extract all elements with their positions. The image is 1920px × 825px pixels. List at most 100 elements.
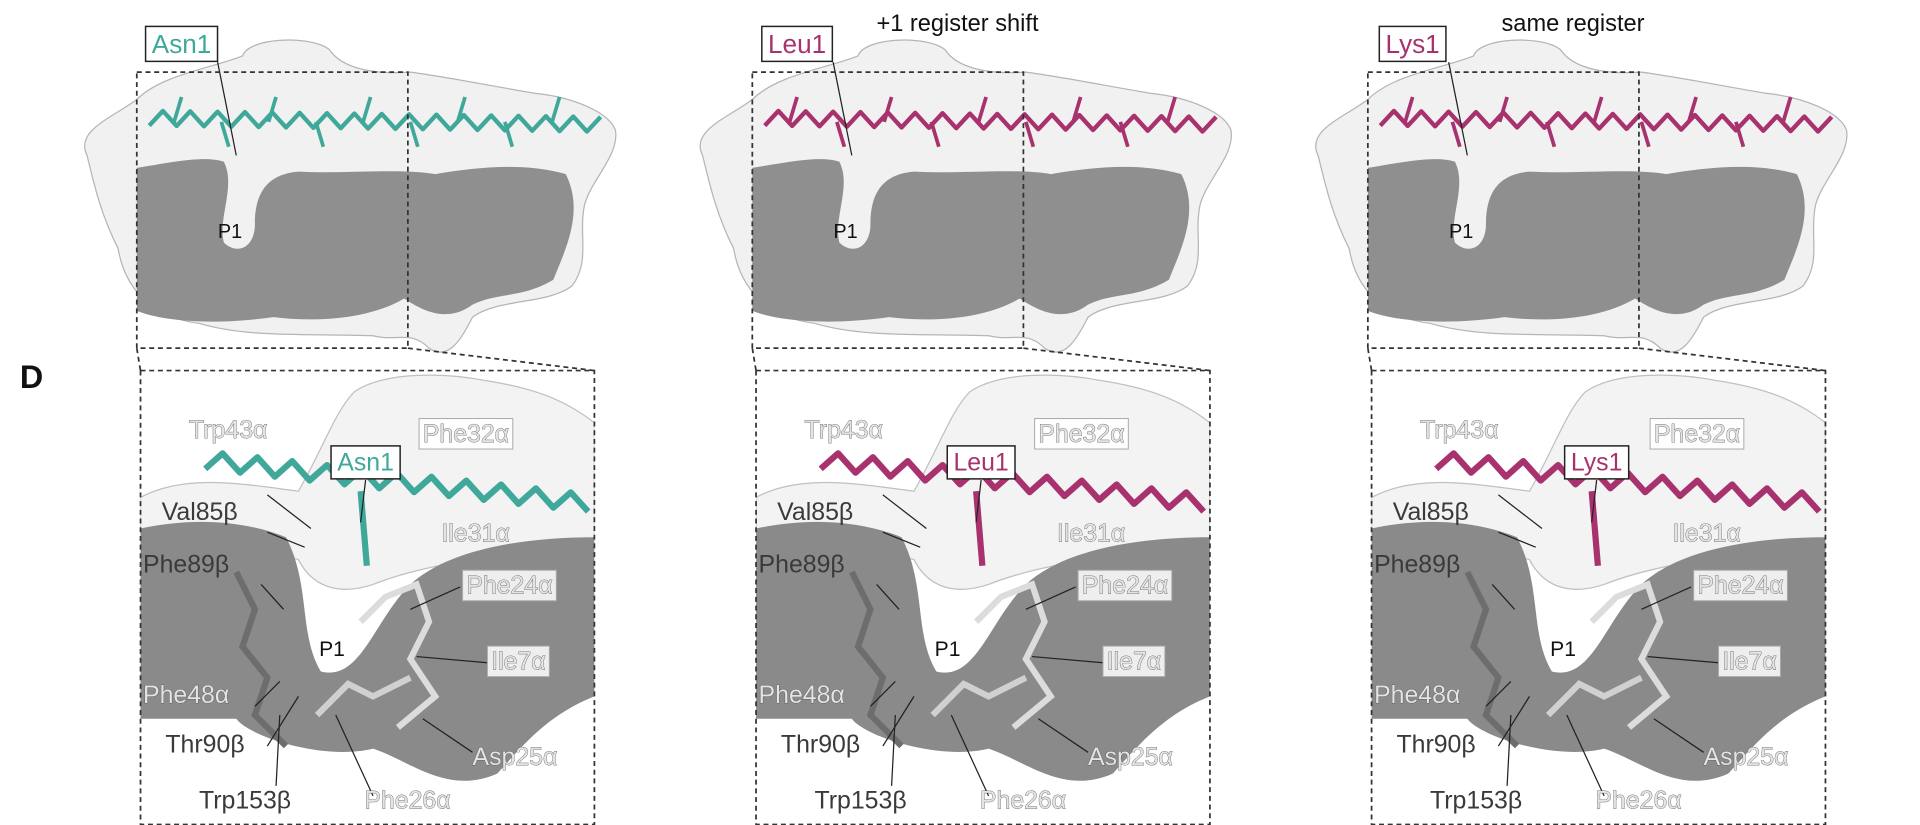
panel: +1 register shift Leu1 P1 Trp43α Phe32α Val85… xyxy=(699,11,1232,825)
peptide-sidechain xyxy=(1781,96,1793,123)
focus-box xyxy=(135,71,409,350)
residue-label: Asn1 xyxy=(152,29,212,59)
residue-label: Phe32α xyxy=(1038,420,1124,448)
residue-label: Trp153β xyxy=(814,787,906,815)
residue-sticks xyxy=(930,674,1028,718)
residue-sticks xyxy=(314,674,412,718)
residue-label: Val85β xyxy=(777,498,853,526)
peptide-sidechain xyxy=(1592,96,1604,123)
residue-label-box xyxy=(946,445,1016,480)
residue-label-box xyxy=(330,445,401,480)
pointer-line xyxy=(266,696,299,747)
residue-label-box xyxy=(1378,25,1447,63)
label-box xyxy=(462,569,557,602)
peptide-sidechain xyxy=(929,121,941,148)
residue-label: Phe26α xyxy=(364,787,450,815)
focus-box xyxy=(1366,71,1640,350)
zoom-connector xyxy=(1638,347,1826,372)
residue-sticks xyxy=(1464,570,1520,749)
pointer-line xyxy=(890,714,896,786)
surface-section xyxy=(136,159,574,322)
peptide-sidechain xyxy=(1024,121,1036,148)
peptide-sidechain xyxy=(408,121,420,148)
pointer-line xyxy=(1032,655,1104,664)
peptide-sidechain xyxy=(973,490,986,567)
peptide-sidechain xyxy=(976,96,988,123)
residue-label: Phe26α xyxy=(1595,787,1681,815)
pointer-line xyxy=(267,531,305,548)
peptide-sidechain xyxy=(1403,96,1415,123)
pointer-line xyxy=(275,714,281,786)
residue-label: Phe48α xyxy=(1374,681,1460,709)
pointer-line xyxy=(832,62,853,156)
pointer-line xyxy=(950,714,990,797)
residue-label: Trp153β xyxy=(1430,787,1522,815)
residue-label: Ile31α xyxy=(1057,519,1125,547)
peptide-sidechain xyxy=(455,96,467,123)
pointer-line xyxy=(260,584,284,610)
pointer-line xyxy=(1037,718,1089,753)
residue-label: Phe24α xyxy=(466,571,552,599)
panel: Asn1 P1 Trp43α Phe32α Val85β Ile31α Phe89β Phe2… xyxy=(84,25,617,825)
peptide-sidechain xyxy=(835,121,847,148)
pointer-line xyxy=(882,494,927,529)
figure-body: D Asn1 P1 Trp43α Phe32α Val85β Ile31α Phe89β Ph… xyxy=(20,11,1848,825)
peptide-sidechain xyxy=(550,96,562,123)
pointer-line xyxy=(217,62,237,156)
surface-section xyxy=(1367,159,1805,322)
pocket-label: P1 xyxy=(1550,638,1576,661)
pointer-line xyxy=(1497,696,1531,747)
peptide-sidechain xyxy=(172,96,184,123)
peptide-sidechain xyxy=(1545,121,1557,148)
zoom-connector xyxy=(135,348,142,371)
peptide-backbone xyxy=(1378,108,1834,134)
residue-label: Thr90β xyxy=(165,731,244,759)
label-box xyxy=(486,645,550,678)
pocket-label: P1 xyxy=(833,221,857,243)
peptide-sidechain xyxy=(1588,490,1601,567)
zoom-connector xyxy=(1023,347,1211,372)
residue-label: Thr90β xyxy=(781,731,860,759)
pocket-label: P1 xyxy=(1449,221,1473,243)
pointer-line xyxy=(416,655,488,664)
peptide-sidechain xyxy=(1497,96,1509,123)
pointer-line xyxy=(410,586,461,610)
residue-label: Asp25α xyxy=(473,743,558,771)
residue-label: Trp43α xyxy=(1420,416,1498,444)
residue-sticks xyxy=(358,580,440,730)
residue-label: Phe48α xyxy=(759,681,845,709)
panel-title: same register xyxy=(1502,11,1645,37)
residue-label: Phe89β xyxy=(143,550,229,578)
pocket-label: P1 xyxy=(218,221,242,243)
pointer-line xyxy=(870,680,896,707)
focus-box xyxy=(751,71,1025,350)
zoom-connector xyxy=(751,348,757,371)
peptide-sidechain xyxy=(357,490,370,567)
zoom-connector xyxy=(1366,348,1373,371)
residue-label: Phe89β xyxy=(759,550,845,578)
pointer-line xyxy=(359,479,367,523)
pointer-line xyxy=(1641,586,1692,610)
label-box xyxy=(418,418,514,450)
label-box xyxy=(1077,569,1173,602)
residue-label: Trp43α xyxy=(805,416,883,444)
residue-label: Phe89β xyxy=(1374,550,1460,578)
label-box xyxy=(1034,418,1129,450)
peptide-sidechain xyxy=(503,121,515,148)
peptide-backbone xyxy=(147,108,603,134)
residue-label: Thr90β xyxy=(1396,731,1475,759)
residue-sticks xyxy=(849,570,904,749)
panel: same register Lys1 P1 Trp43α Phe32α Val85β Ile… xyxy=(1315,11,1848,825)
peptide-sidechain xyxy=(1686,96,1698,123)
zoom-box xyxy=(139,369,596,825)
peptide-sidechain xyxy=(361,96,373,123)
residue-label: Lys1 xyxy=(1571,448,1623,476)
pointer-line xyxy=(266,494,312,529)
pointer-line xyxy=(1485,680,1512,707)
residue-sticks xyxy=(973,580,1055,730)
panel-title: +1 register shift xyxy=(876,11,1039,37)
peptide-sidechain xyxy=(1450,121,1462,148)
peptide-sidechain xyxy=(219,121,231,148)
residue-label: Phe32α xyxy=(423,420,509,448)
